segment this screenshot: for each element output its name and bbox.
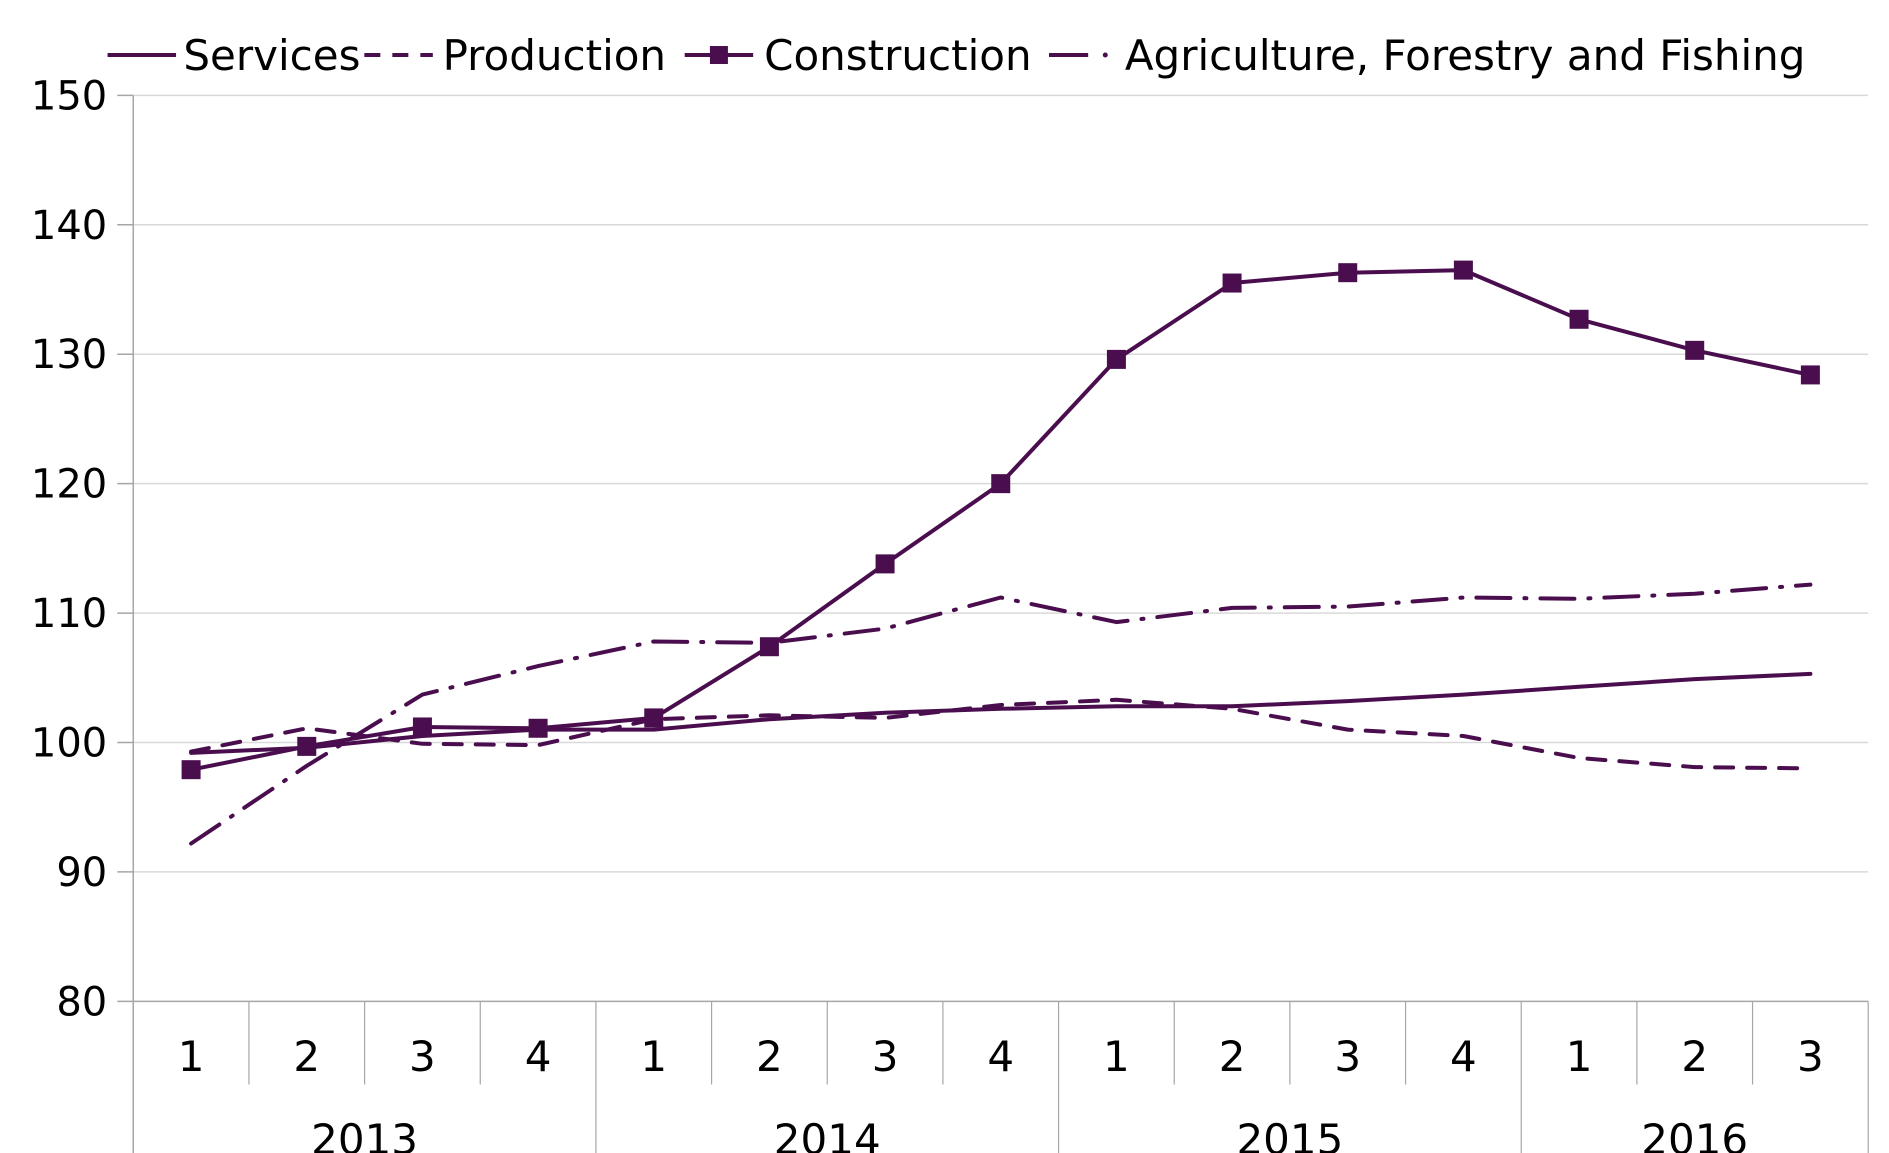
data-point-marker — [759, 637, 779, 657]
x-tick-label: 1 — [640, 1032, 667, 1081]
legend: Services Production Construction Agricultur… — [107, 31, 1806, 80]
y-tick-label: 80 — [56, 979, 107, 1025]
x-axis: 1 2 3 4 1 2 3 4 1 2 3 4 1 2 3 2013 2014 2015 2016 — [133, 1000, 1869, 1153]
x-group-label: 2014 — [774, 1115, 881, 1153]
data-point-marker — [412, 717, 432, 737]
x-tick-label: 2 — [756, 1032, 783, 1081]
data-point-marker — [181, 760, 201, 780]
x-tick-label: 2 — [1219, 1032, 1246, 1081]
data-point-marker — [644, 708, 664, 728]
x-tick-label: 1 — [1103, 1032, 1130, 1081]
x-tick-label: 3 — [1797, 1032, 1824, 1081]
data-point-marker — [1106, 349, 1126, 369]
x-tick-label: 4 — [987, 1032, 1014, 1081]
x-tick-label: 4 — [525, 1032, 552, 1081]
y-tick-label: 150 — [31, 73, 107, 119]
data-point-marker — [1453, 260, 1473, 280]
legend-label: Production — [443, 31, 666, 80]
legend-label: Construction — [764, 31, 1031, 80]
data-point-marker — [297, 736, 317, 756]
data-point-marker — [1685, 340, 1705, 360]
y-tick-label: 140 — [31, 203, 107, 249]
x-tick-label: 1 — [178, 1032, 205, 1081]
x-tick-label: 2 — [1681, 1032, 1708, 1081]
data-point-marker — [991, 474, 1011, 494]
series-lines — [181, 260, 1820, 846]
data-point-marker — [1800, 365, 1820, 385]
legend-square-marker-icon — [709, 46, 728, 65]
x-tick-label: 2 — [293, 1032, 320, 1081]
y-tick-label: 120 — [31, 462, 107, 508]
x-group-label: 2016 — [1641, 1115, 1748, 1153]
data-point-marker — [875, 554, 895, 574]
x-tick-label: 1 — [1566, 1032, 1593, 1081]
x-tick-label: 3 — [409, 1032, 436, 1081]
data-point-marker — [1569, 309, 1589, 329]
y-tick-label: 90 — [56, 850, 107, 896]
legend-label: Services — [183, 31, 360, 80]
data-point-marker — [1338, 263, 1358, 283]
x-tick-label: 3 — [1334, 1032, 1361, 1081]
series-line-construction — [189, 268, 1813, 772]
series-line-services — [189, 671, 1813, 755]
legend-label: Agriculture, Forestry and Fishing — [1125, 31, 1806, 80]
data-point-marker — [528, 718, 548, 738]
legend-dot-icon — [1102, 52, 1108, 58]
y-tick-label: 100 — [31, 721, 107, 767]
series-line-production — [189, 697, 1813, 771]
series-line-agriculture-forestry-and-fishing — [189, 582, 1813, 846]
x-group-label: 2015 — [1236, 1115, 1343, 1153]
y-tick-label: 110 — [31, 591, 107, 637]
x-tick-label: 4 — [1450, 1032, 1477, 1081]
x-tick-label: 3 — [872, 1032, 899, 1081]
data-point-marker — [1222, 273, 1242, 293]
y-axis: 80 90 100 110 120 130 140 150 — [31, 73, 135, 1153]
x-group-label: 2013 — [311, 1115, 418, 1153]
y-tick-label: 130 — [31, 332, 107, 378]
